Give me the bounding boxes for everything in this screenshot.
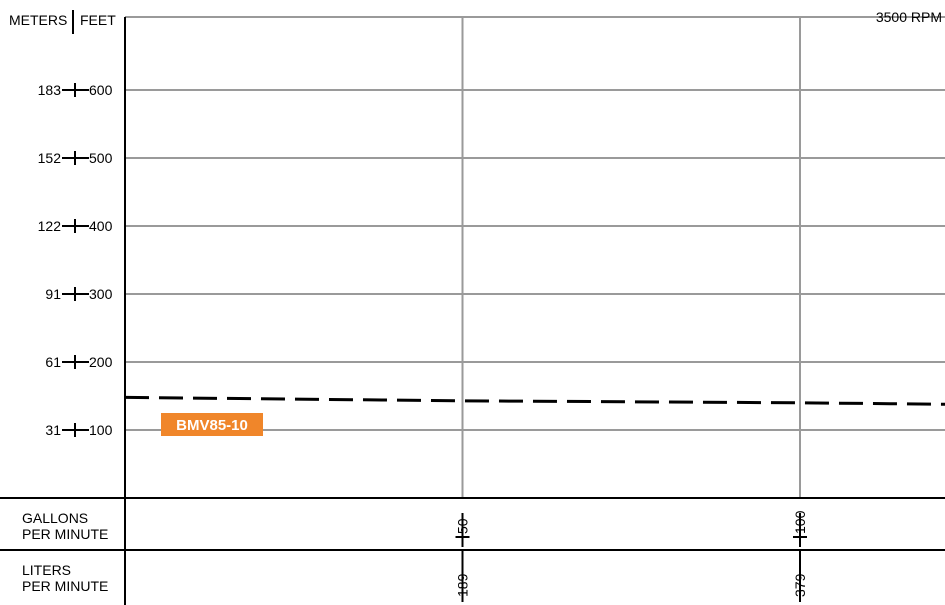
axes: METERS FEET 3500 RPM GALLONS PER MINUTE …: [0, 9, 945, 605]
y-tick-label-feet: 400: [89, 218, 113, 234]
y-tick-label-meters: 152: [38, 150, 62, 166]
y-tick-label-meters: 122: [38, 218, 62, 234]
ticks: 3110061200913001224001525001836005010015…: [38, 82, 808, 602]
gpm-axis-label-line2: PER MINUTE: [22, 526, 108, 542]
y-tick-label-feet: 300: [89, 286, 113, 302]
lpm-axis-label-line2: PER MINUTE: [22, 578, 108, 594]
y-tick-label-feet: 600: [89, 82, 113, 98]
series-label-badge: [161, 413, 263, 436]
grid: [125, 16, 945, 498]
feet-unit-label: FEET: [80, 12, 116, 28]
gpm-axis-label-line1: GALLONS: [22, 510, 88, 526]
series-label: BMV85-10: [176, 417, 248, 434]
gpm-tick-label: 50: [455, 518, 471, 534]
y-tick-label-meters: 183: [38, 82, 62, 98]
y-tick-label-meters: 31: [45, 422, 61, 438]
series-line-dashed: [124, 395, 945, 406]
lpm-tick-label: 379: [792, 573, 808, 597]
lpm-axis-label-line1: LITERS: [22, 562, 71, 578]
y-tick-label-feet: 200: [89, 354, 113, 370]
y-tick-label-meters: 91: [45, 286, 61, 302]
chart-title: 3500 RPM: [876, 9, 942, 25]
y-tick-label-meters: 61: [45, 354, 61, 370]
series: BMV85-10: [124, 395, 945, 436]
y-tick-label-feet: 500: [89, 150, 113, 166]
gpm-tick-label: 100: [792, 510, 808, 534]
meters-unit-label: METERS: [9, 12, 67, 28]
lpm-tick-label: 189: [455, 573, 471, 597]
y-tick-label-feet: 100: [89, 422, 113, 438]
